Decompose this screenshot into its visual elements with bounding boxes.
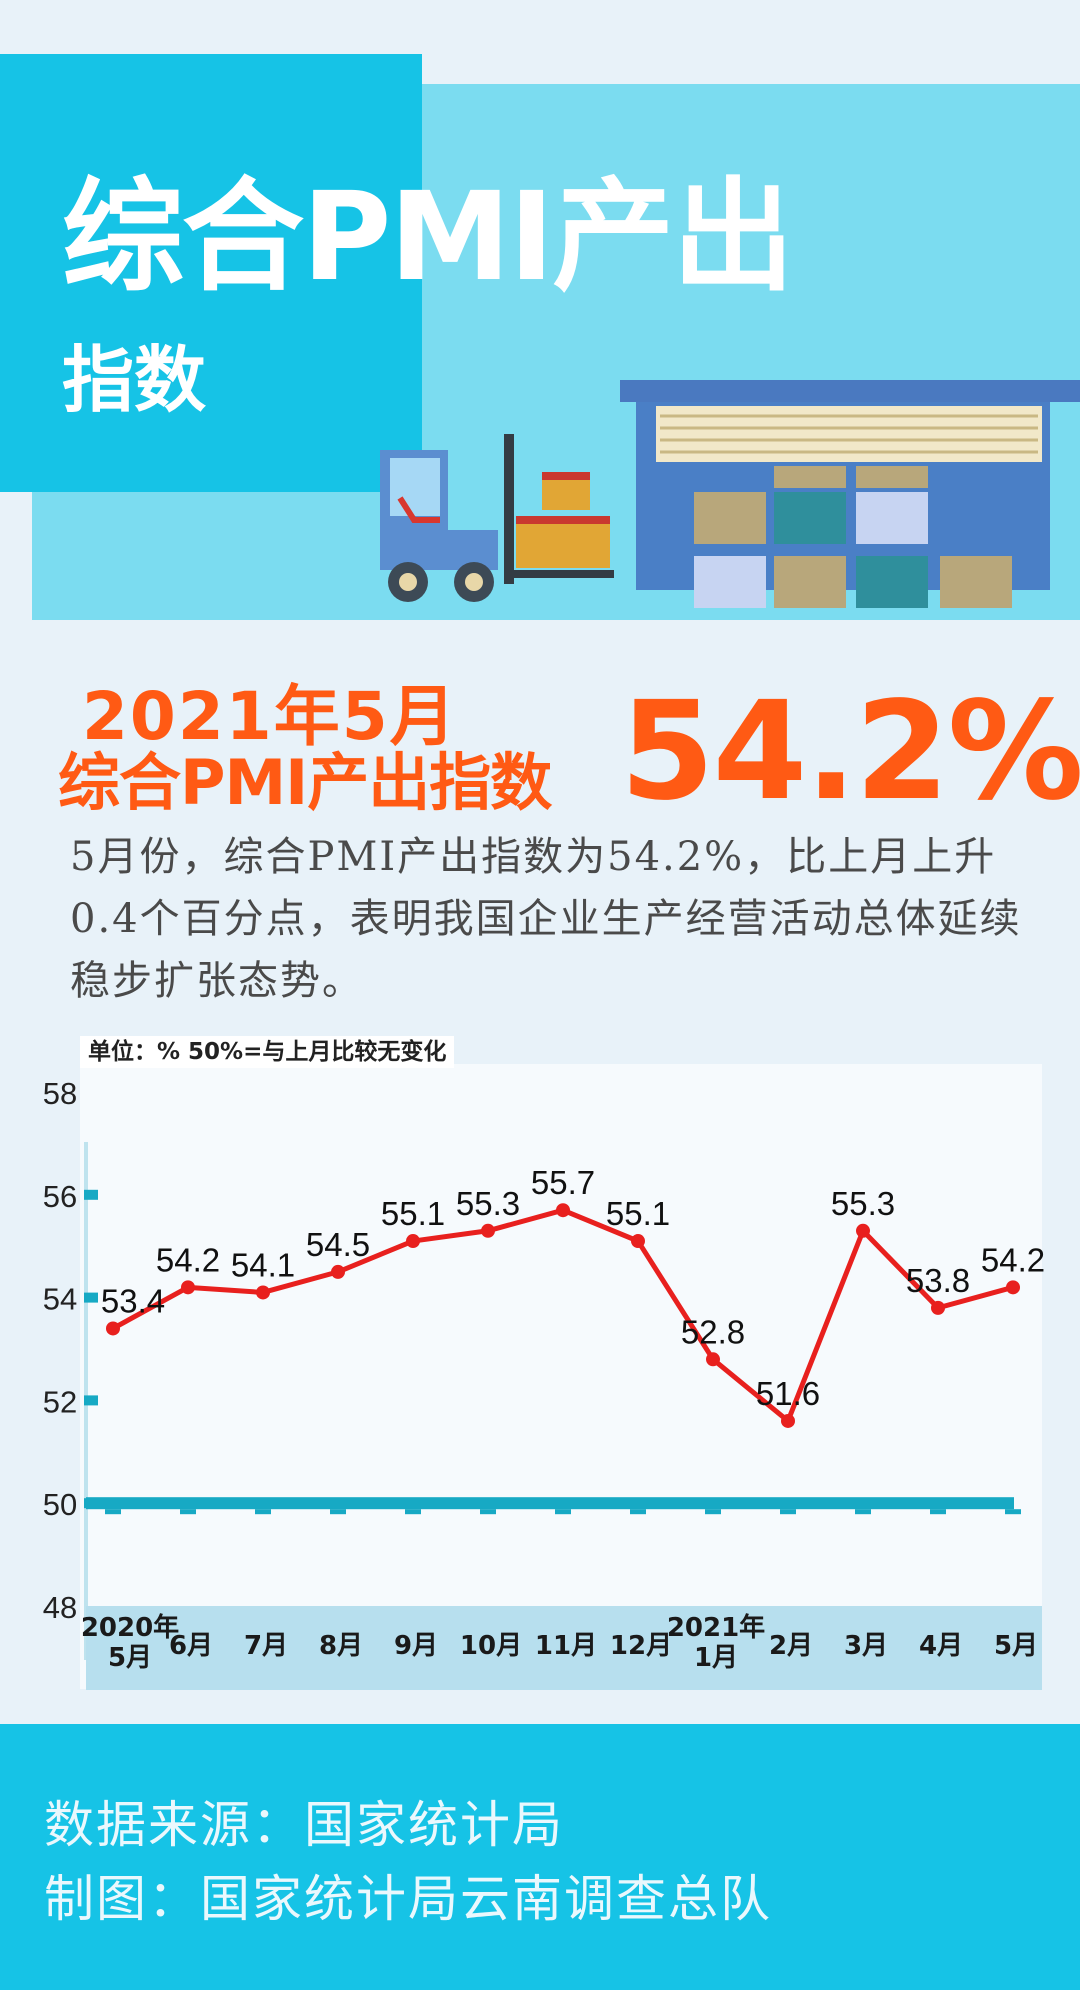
data-point	[706, 1352, 720, 1367]
x-tick-label: 8月	[319, 1631, 363, 1661]
pmi-series-line	[111, 1207, 1014, 1424]
data-label: 55.3	[831, 1185, 895, 1222]
reference-line-notch	[780, 1509, 796, 1515]
data-label: 54.5	[306, 1226, 370, 1263]
y-tick-mark	[84, 1189, 98, 1200]
chart-credit: 制图：国家统计局云南调查总队	[44, 1870, 772, 1928]
data-label: 52.8	[681, 1313, 745, 1350]
x-tick-label: 2021年 1月	[667, 1612, 765, 1673]
y-tick-mark	[84, 1292, 98, 1303]
x-tick-label: 10月	[460, 1631, 522, 1661]
data-label: 53.4	[101, 1282, 165, 1319]
data-point	[256, 1285, 270, 1300]
reference-line-notch	[180, 1509, 196, 1515]
y-tick-label: 50	[43, 1487, 77, 1522]
reference-line-notch	[405, 1509, 421, 1515]
data-source: 数据来源：国家统计局	[44, 1796, 564, 1854]
y-tick-label: 48	[43, 1590, 77, 1625]
reference-line-notch	[630, 1509, 646, 1515]
data-point	[181, 1280, 195, 1295]
headline-date: 2021年5月	[82, 678, 458, 755]
x-tick-label: 7月	[244, 1631, 288, 1661]
x-tick-label: 9月	[394, 1631, 438, 1661]
reference-line-notch	[930, 1509, 946, 1515]
reference-line-50	[86, 1497, 1014, 1510]
data-point	[781, 1413, 795, 1428]
y-tick-label: 52	[43, 1384, 77, 1419]
y-tick-label: 58	[43, 1076, 77, 1111]
data-label: 55.1	[381, 1195, 445, 1232]
data-point	[631, 1234, 645, 1249]
x-tick-label: 4月	[919, 1631, 963, 1661]
reference-line-notch	[480, 1509, 496, 1515]
chart-panel	[80, 1064, 1042, 1689]
x-tick-label: 6月	[169, 1631, 213, 1661]
page-subtitle: 指数	[62, 338, 207, 422]
footer-bar	[0, 1724, 1080, 1990]
header-banner-dark	[0, 54, 422, 492]
reference-line-notch	[555, 1509, 571, 1515]
reference-line-notch	[255, 1509, 271, 1515]
y-tick-mark	[84, 1395, 98, 1406]
x-tick-label: 2月	[769, 1631, 813, 1661]
data-point	[481, 1223, 495, 1238]
headline-indicator: 综合PMI产出指数	[58, 746, 552, 819]
data-point	[106, 1321, 120, 1336]
data-label: 54.2	[156, 1241, 220, 1278]
data-label: 54.1	[231, 1246, 295, 1283]
data-label: 54.2	[981, 1241, 1045, 1278]
x-tick-label: 5月	[994, 1631, 1038, 1661]
x-tick-label: 11月	[535, 1631, 597, 1661]
summary-text: 5月份，综合PMI产出指数为54.2%，比上月上升0.4个百分点，表明我国企业生…	[70, 834, 1022, 1004]
warehouse-icon	[620, 380, 1080, 608]
x-tick-label: 2020年 5月	[81, 1612, 179, 1673]
reference-line-notch	[855, 1509, 871, 1515]
x-axis-band	[86, 1606, 1042, 1690]
headline-value: 54.2%	[620, 673, 1080, 831]
reference-line-notch	[705, 1509, 721, 1515]
data-label: 55.3	[456, 1185, 520, 1222]
x-tick-label: 12月	[610, 1631, 672, 1661]
reference-line-notch	[1005, 1509, 1021, 1515]
y-tick-label: 56	[43, 1179, 77, 1214]
y-tick-label: 54	[43, 1282, 77, 1317]
reference-line-notch	[330, 1509, 346, 1515]
data-point	[931, 1300, 945, 1315]
data-label: 55.1	[606, 1195, 670, 1232]
forklift-icon	[380, 434, 614, 602]
data-point	[556, 1203, 570, 1218]
data-point	[406, 1234, 420, 1249]
reference-line-notch	[105, 1509, 121, 1515]
data-label: 53.8	[906, 1262, 970, 1299]
data-label: 51.6	[756, 1375, 820, 1412]
data-point	[856, 1223, 870, 1238]
data-point	[1006, 1280, 1020, 1295]
data-point	[331, 1264, 345, 1279]
warehouse-forklift-illustration	[380, 380, 1080, 608]
page-title: 综合PMI产出	[62, 166, 794, 308]
data-label: 55.7	[531, 1164, 595, 1201]
x-tick-label: 3月	[844, 1631, 888, 1661]
pmi-line-chart: 48 50 52 54 56 58 2020年 5月 6月 7月 8月 9月 10月 11月 12月2021…	[43, 1076, 1045, 1690]
chart-unit-note: 单位：% 50%=与上月比较无变化	[80, 1036, 455, 1068]
